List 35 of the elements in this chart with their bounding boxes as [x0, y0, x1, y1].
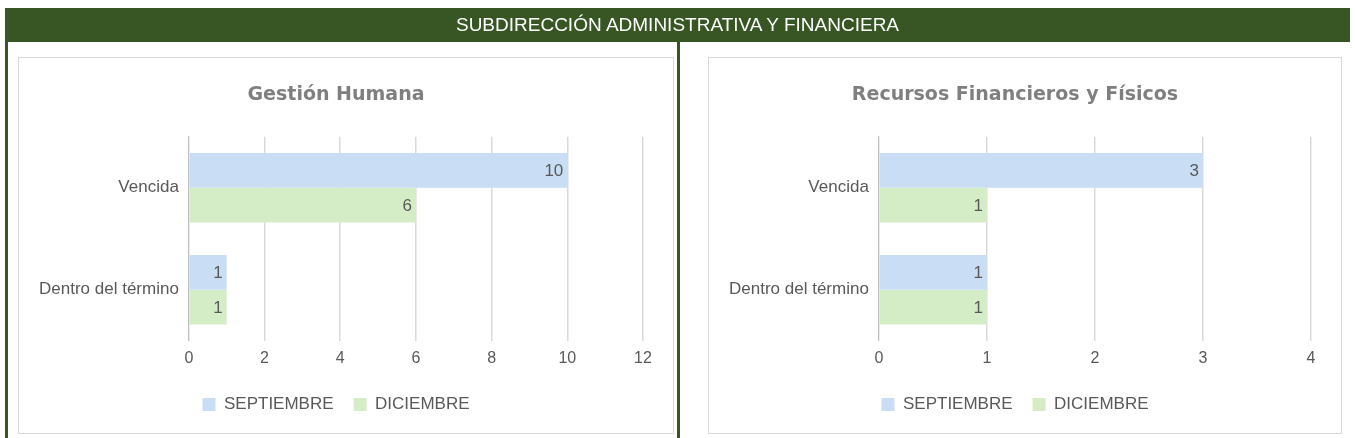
legend-label: SEPTIEMBRE [902, 394, 1013, 414]
text: SUBDIRECCIÓN ADMINISTRATIVA Y FINANCIERA [5, 8, 1350, 42]
x-tick-label: 8 [487, 348, 497, 366]
x-tick-label: 6 [411, 348, 421, 366]
x-tick-label: 4 [1306, 348, 1316, 366]
legend-label: DICIEMBRE [375, 394, 470, 414]
x-tick-label: 1 [982, 348, 992, 366]
data-label: 1 [973, 263, 983, 283]
x-tick-label: 0 [184, 348, 194, 366]
y-tick-label: Dentro del término [729, 279, 869, 299]
bar [189, 289, 227, 325]
data-label: 3 [1189, 161, 1199, 181]
y-tick-label: Vencida [118, 177, 180, 197]
bar [189, 255, 227, 290]
x-tick-label: 0 [874, 348, 884, 366]
y-tick-label: Vencida [808, 177, 870, 197]
chart-title: Recursos Financieros y Físicos [851, 82, 1179, 105]
legend-label: SEPTIEMBRE [223, 394, 334, 414]
data-label: 1 [213, 297, 223, 317]
data-label: 6 [402, 195, 412, 215]
x-tick-label: 12 [634, 348, 652, 366]
x-tick-label: 10 [558, 348, 577, 366]
chart-title: Gestión Humana [247, 82, 425, 105]
x-tick-label: 2 [260, 348, 270, 366]
x-tick-label: 2 [1090, 348, 1100, 366]
bar [189, 187, 416, 223]
y-tick-label: Dentro del término [39, 279, 179, 299]
data-label: 10 [544, 161, 564, 181]
legend-label: DICIEMBRE [1054, 394, 1149, 414]
bar [189, 153, 568, 188]
data-label: 1 [213, 263, 223, 283]
x-tick-label: 4 [335, 348, 345, 366]
x-tick-label: 3 [1198, 348, 1208, 366]
data-label: 1 [973, 195, 983, 215]
data-label: 1 [973, 297, 983, 317]
